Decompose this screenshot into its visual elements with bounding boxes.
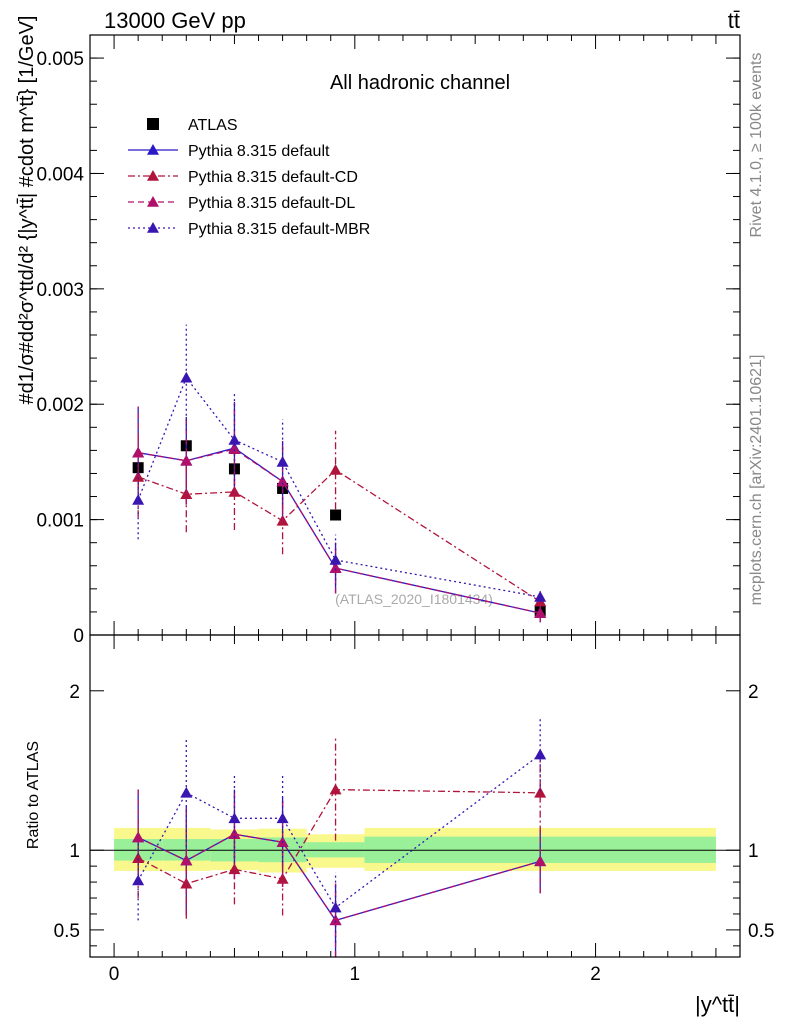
main-watermark: (ATLAS_2020_I1801434) <box>335 591 493 607</box>
ratio-series-2-point <box>329 914 342 926</box>
process-label: tt̄ <box>728 8 740 33</box>
ratio-series-3-point <box>180 786 193 798</box>
ratio-series-2-point <box>180 854 193 866</box>
main-axis-ticks: 0 0.001 0.002 0.003 0.004 0.005 <box>36 34 740 647</box>
ratio-series-1-point <box>132 852 145 863</box>
main-title: All hadronic channel <box>330 72 510 94</box>
ratio-y-tick-label-right: 2 <box>748 682 759 703</box>
ratio-y-tick-label: 0.5 <box>54 921 80 942</box>
ratio-series-1-line <box>137 788 541 885</box>
main-y-tick-label: 0.003 <box>36 280 84 301</box>
main-series-2-point <box>329 464 342 475</box>
main-y-tick-label: 0.005 <box>36 49 84 70</box>
main-series-3-point <box>276 475 289 487</box>
main-series-3-point <box>132 446 145 458</box>
ratio-axis-ticks: 0.5 0.5 1 1 2 2 0 1 2 <box>54 635 774 985</box>
legend-marker-3 <box>147 196 159 207</box>
ratio-panel: 0.5 0.5 1 1 2 2 0 1 2 Ratio to ATLAS |y^tt̄| <box>25 634 774 1017</box>
main-series-3-point <box>329 562 342 573</box>
x-tick-label: 1 <box>350 964 361 985</box>
main-y-axis-label: #d1/σ#dd²σ^ttd/d² {|y^tt̄| #cdot m^tt̄} … <box>16 16 38 405</box>
legend-marker-0 <box>147 118 159 130</box>
ratio-series-2-point <box>534 855 547 867</box>
x-tick-label: 2 <box>590 964 601 985</box>
ratio-series-3-point <box>276 812 289 824</box>
legend-label-4: Pythia 8.315 default-MBR <box>188 221 370 238</box>
main-y-tick-label: 0 <box>73 626 84 647</box>
ratio-uncertainty-bands <box>90 827 740 873</box>
ratio-series-2-point <box>132 831 145 843</box>
legend: ATLAS Pythia 8.315 default Pythia 8.315 de… <box>128 117 370 238</box>
main-series-0-point <box>330 509 342 521</box>
legend-marker-1 <box>147 144 159 155</box>
main-data-layer <box>132 324 547 623</box>
ratio-y-tick-label: 2 <box>69 682 80 703</box>
ratio-series-3-point <box>534 748 547 760</box>
x-axis-label: |y^tt̄| <box>695 992 740 1017</box>
mcplots-label: mcplots.cern.ch [arXiv:2401.10621] <box>748 355 765 606</box>
ratio-y-tick-label: 1 <box>69 841 80 862</box>
main-series-2-line <box>137 469 541 603</box>
legend-label-3: Pythia 8.315 default-DL <box>188 195 355 212</box>
main-series-4-point <box>534 590 547 602</box>
legend-label-1: Pythia 8.315 default <box>188 143 330 160</box>
main-series-4-point <box>180 371 193 383</box>
main-series-4-point <box>329 554 342 565</box>
legend-label-0: ATLAS <box>188 117 238 134</box>
main-series-3-line <box>138 448 541 614</box>
main-series-3-point <box>534 607 547 618</box>
ratio-panel-frame <box>89 634 741 958</box>
main-y-tick-label: 0.001 <box>36 511 84 532</box>
ratio-y-tick-label-right: 1 <box>748 841 759 862</box>
main-y-tick-label: 0.004 <box>36 164 84 185</box>
ratio-series-1-point <box>329 783 342 795</box>
legend-marker-2 <box>147 170 159 181</box>
main-series-4-point <box>228 434 241 445</box>
main-series-4-point <box>276 455 289 467</box>
ratio-series-2-point <box>228 828 241 840</box>
ratio-y-tick-label-right: 0.5 <box>748 921 774 942</box>
ratio-series-3-point <box>329 901 342 913</box>
main-series-3-point <box>228 443 241 455</box>
main-series-3-point <box>180 454 193 466</box>
ratio-series-1-point <box>534 786 547 798</box>
main-y-tick-label: 0.002 <box>36 395 84 416</box>
energy-label: 13000 GeV pp <box>104 8 246 33</box>
x-tick-label: 0 <box>109 964 120 985</box>
ratio-data-layer <box>132 717 547 957</box>
ratio-y-axis-label: Ratio to ATLAS <box>25 741 42 849</box>
rivet-version-label: Rivet 4.1.0, ≥ 100k events <box>748 53 765 238</box>
ratio-series-1-point <box>276 872 289 884</box>
main-panel: 0 0.001 0.002 0.003 0.004 0.005 All hadronic … <box>16 16 741 647</box>
main-series-4-line <box>137 376 541 598</box>
ratio-series-3-point <box>132 874 145 886</box>
main-series-4-point <box>132 494 145 505</box>
ratio-series-3-point <box>228 812 241 824</box>
ratio-series-2-line <box>137 833 541 922</box>
legend-label-2: Pythia 8.315 default-CD <box>188 169 358 186</box>
legend-marker-4 <box>147 222 159 233</box>
